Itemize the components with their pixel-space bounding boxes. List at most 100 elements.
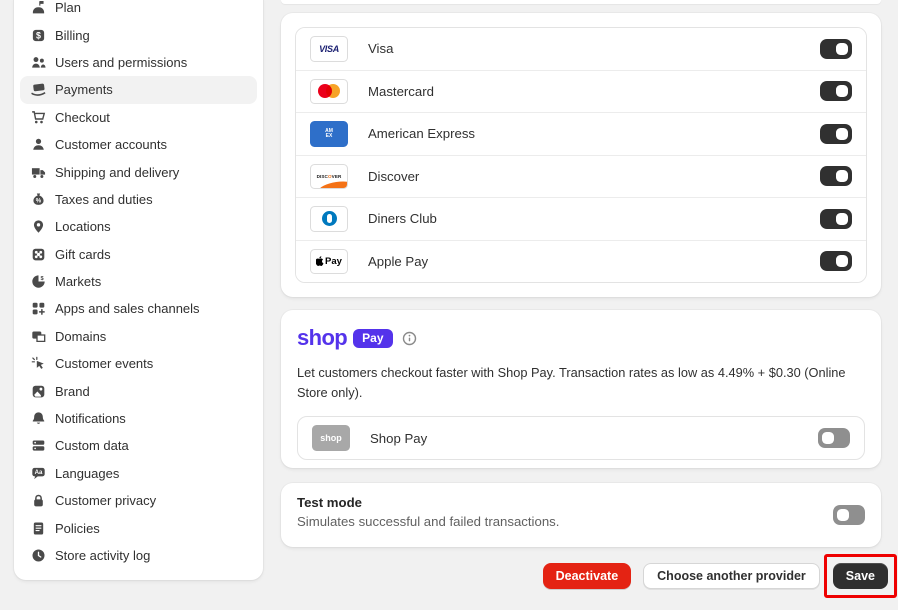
checkout-icon <box>30 110 46 125</box>
shop-pay-row: shop Shop Pay <box>297 416 865 460</box>
payment-methods-list: VISA Visa Mastercard AM EX American Express DI… <box>295 27 867 283</box>
sidebar-item-customer-events[interactable]: Customer events <box>20 350 257 377</box>
sidebar-item-users-and-permissions[interactable]: Users and permissions <box>20 49 257 76</box>
customer-events-icon <box>30 356 46 371</box>
payment-method-row-diners-club: Diners Club <box>296 197 866 240</box>
sidebar-item-domains[interactable]: Domains <box>20 323 257 350</box>
info-icon[interactable] <box>402 331 417 346</box>
payment-method-row-discover: DISCOVER Discover <box>296 154 866 197</box>
choose-another-provider-button[interactable]: Choose another provider <box>643 563 820 589</box>
sidebar-item-languages[interactable]: Aa Languages <box>20 460 257 487</box>
payment-method-row-american-express: AM EX American Express <box>296 112 866 155</box>
sidebar-item-label: Customer accounts <box>55 137 167 153</box>
test-mode-description: Simulates successful and failed transact… <box>297 514 560 529</box>
shop-pay-brand-row: shop Pay <box>297 325 865 351</box>
sidebar-item-policies[interactable]: Policies <box>20 514 257 541</box>
visa-logo: VISA <box>310 36 348 62</box>
sidebar-item-label: Markets <box>55 274 102 290</box>
sidebar-item-label: Apps and sales channels <box>55 301 200 317</box>
locations-icon <box>30 219 46 234</box>
gift-cards-icon <box>30 247 46 262</box>
mastercard-logo <box>310 78 348 104</box>
svg-text:Aa: Aa <box>34 469 42 476</box>
svg-text:$: $ <box>40 276 44 282</box>
sidebar-item-brand[interactable]: Brand <box>20 377 257 404</box>
amex-logo: AM EX <box>310 121 348 147</box>
sidebar-item-label: Domains <box>55 328 107 344</box>
payment-method-row-apple-pay: Pay Apple Pay <box>296 239 866 282</box>
sidebar-item-label: Brand <box>55 383 90 399</box>
test-mode-toggle[interactable] <box>833 505 865 525</box>
payment-method-label: American Express <box>368 126 476 142</box>
sidebar-item-label: Languages <box>55 465 120 481</box>
deactivate-button[interactable]: Deactivate <box>542 563 632 589</box>
payment-method-row-mastercard: Mastercard <box>296 69 866 112</box>
svg-text:$: $ <box>36 30 41 40</box>
svg-text:%: % <box>35 198 41 205</box>
test-mode-card: Test mode Simulates successful and faile… <box>281 483 881 547</box>
sidebar-item-customer-accounts[interactable]: Customer accounts <box>20 131 257 158</box>
toggle-knob <box>837 509 849 521</box>
sidebar-item-customer-privacy[interactable]: Customer privacy <box>20 487 257 514</box>
sidebar-item-billing[interactable]: $ Billing <box>20 21 257 48</box>
plan-icon <box>30 0 46 15</box>
shop-pay-toggle[interactable] <box>818 428 850 448</box>
sidebar-item-label: Notifications <box>55 411 126 427</box>
sidebar-item-plan[interactable]: Plan <box>20 0 257 21</box>
shop-wordmark: shop <box>297 325 348 350</box>
sidebar-item-shipping-and-delivery[interactable]: Shipping and delivery <box>20 158 257 185</box>
payment-method-label: Mastercard <box>368 83 434 99</box>
sidebar-item-taxes-and-duties[interactable]: % Taxes and duties <box>20 186 257 213</box>
visa-toggle[interactable] <box>820 38 852 59</box>
payment-method-label: Visa <box>368 41 394 57</box>
diners-club-toggle[interactable] <box>820 208 852 229</box>
toggle-knob <box>836 127 848 140</box>
save-button[interactable]: Save <box>832 563 888 589</box>
toggle-knob <box>836 212 848 225</box>
sidebar-item-custom-data[interactable]: Custom data <box>20 432 257 459</box>
shop-pay-row-label: Shop Pay <box>370 430 428 446</box>
mastercard-toggle[interactable] <box>820 81 852 102</box>
footer-action-bar: Deactivate Choose another provider Save <box>542 552 897 600</box>
taxes-icon: % <box>30 192 46 207</box>
sidebar-item-store-activity-log[interactable]: Store activity log <box>20 542 257 569</box>
customer-privacy-icon <box>30 493 46 508</box>
sidebar-item-apps-and-sales-channels[interactable]: Apps and sales channels <box>20 295 257 322</box>
payments-icon <box>30 82 46 97</box>
sidebar-item-label: Gift cards <box>55 246 111 262</box>
sidebar-item-label: Plan <box>55 0 82 16</box>
discover-logo: DISCOVER <box>310 163 348 189</box>
apple-pay-toggle[interactable] <box>820 251 852 272</box>
settings-sidebar: Plan $ Billing Users and permissions Payment… <box>14 0 263 580</box>
payment-method-label: Apple Pay <box>368 253 429 269</box>
sidebar-item-locations[interactable]: Locations <box>20 213 257 240</box>
sidebar-item-label: Taxes and duties <box>55 191 153 207</box>
toggle-knob <box>836 255 848 268</box>
customer-accounts-icon <box>30 137 46 152</box>
sidebar-item-label: Shipping and delivery <box>55 164 180 180</box>
toggle-knob <box>836 170 848 183</box>
discover-toggle[interactable] <box>820 166 852 187</box>
sidebar-item-payments[interactable]: Payments <box>20 76 257 104</box>
sidebar-item-notifications[interactable]: Notifications <box>20 405 257 432</box>
sidebar-item-markets[interactable]: $ Markets <box>20 268 257 295</box>
sidebar-item-gift-cards[interactable]: Gift cards <box>20 241 257 268</box>
american-express-toggle[interactable] <box>820 123 852 144</box>
sidebar-item-label: Customer privacy <box>55 493 157 509</box>
custom-data-icon <box>30 438 46 453</box>
brand-icon <box>30 384 46 399</box>
domains-icon <box>30 329 46 344</box>
sidebar-item-label: Policies <box>55 520 100 536</box>
shop-pay-description: Let customers checkout faster with Shop … <box>297 365 846 400</box>
notifications-icon <box>30 411 46 426</box>
apps-icon <box>30 301 46 316</box>
sidebar-item-checkout[interactable]: Checkout <box>20 104 257 131</box>
payment-method-label: Diners Club <box>368 211 437 227</box>
users-icon <box>30 55 46 70</box>
annotation-highlight-box: Save <box>823 554 897 598</box>
shop-badge-icon: shop <box>312 425 350 451</box>
sidebar-item-label: Payments <box>55 82 113 98</box>
toggle-knob <box>822 432 834 444</box>
store-activity-log-icon <box>30 548 46 563</box>
policies-icon <box>30 521 46 536</box>
